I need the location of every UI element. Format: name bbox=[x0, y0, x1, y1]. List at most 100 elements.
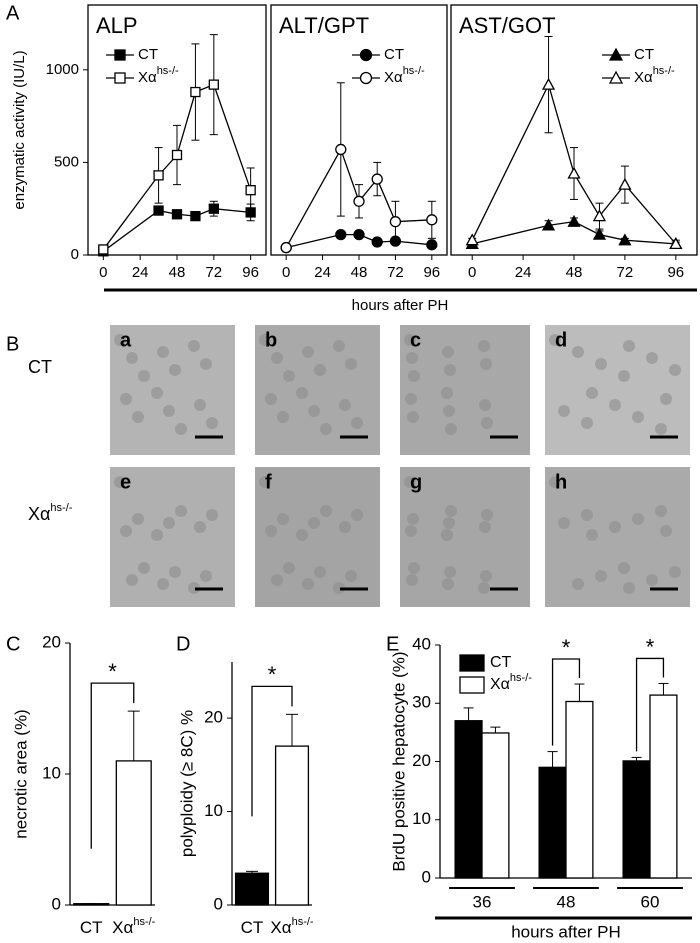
micrograph-cell bbox=[480, 358, 492, 370]
marker bbox=[171, 149, 183, 161]
marker bbox=[371, 173, 383, 185]
series-line bbox=[472, 220, 676, 245]
x-tick-label: Xαhs-/- bbox=[112, 916, 156, 938]
y-tick-label: 10 bbox=[412, 809, 431, 828]
micrograph-cell bbox=[406, 574, 418, 586]
micrograph-cell bbox=[175, 505, 187, 517]
micrograph-cell bbox=[132, 411, 144, 423]
x-tick-label: 24 bbox=[132, 264, 149, 281]
panel-label: B bbox=[6, 333, 19, 355]
micrograph-label: d bbox=[555, 329, 567, 351]
micrograph-cell bbox=[405, 393, 417, 405]
micrograph-cell bbox=[478, 582, 490, 594]
legend-label-text: Xα bbox=[384, 69, 403, 86]
series-line bbox=[102, 83, 252, 250]
micrograph-cell bbox=[339, 521, 351, 533]
x-tick-label: 0 bbox=[468, 264, 476, 281]
micrograph bbox=[545, 325, 690, 455]
bar bbox=[565, 700, 594, 879]
micrograph-cell bbox=[406, 352, 418, 364]
micrograph-cell bbox=[126, 574, 138, 586]
micrograph-cell bbox=[351, 509, 363, 521]
micrograph-label: a bbox=[120, 329, 132, 351]
significance-label: * bbox=[562, 635, 571, 660]
micrograph-cell bbox=[609, 399, 621, 411]
micrograph bbox=[545, 467, 690, 607]
row-label-text: CT bbox=[28, 357, 52, 377]
y-tick-label: 20 bbox=[42, 632, 61, 651]
micrograph-cell bbox=[646, 574, 658, 586]
y-tick-label: 0 bbox=[52, 894, 61, 913]
micrograph-cell bbox=[277, 411, 289, 423]
marker bbox=[190, 86, 201, 98]
y-tick-label: 10 bbox=[42, 763, 61, 782]
x-tick-label-text: Xα bbox=[112, 918, 133, 937]
micrograph-cell bbox=[586, 529, 598, 541]
micrograph-cell bbox=[163, 517, 175, 529]
micrograph bbox=[400, 325, 530, 455]
micrograph-cell bbox=[618, 370, 630, 382]
micrograph-label: g bbox=[410, 471, 422, 493]
micrograph-cell bbox=[572, 578, 584, 590]
legend-label-sup: hs-/- bbox=[510, 672, 532, 684]
micrograph-cell bbox=[408, 370, 420, 382]
legend-swatch bbox=[459, 676, 485, 694]
y-tick-label: 20 bbox=[204, 708, 223, 727]
y-axis-label: enzymatic activity (IU/L) bbox=[11, 50, 28, 209]
significance-bracket bbox=[635, 657, 665, 752]
series-line bbox=[102, 208, 251, 252]
micrograph-cell bbox=[200, 570, 212, 582]
micrograph-cell bbox=[618, 562, 630, 574]
micrograph-cell bbox=[478, 340, 490, 352]
micrograph-cell bbox=[441, 529, 453, 541]
row-label-sup: hs-/- bbox=[50, 502, 72, 514]
micrograph-cell bbox=[623, 340, 635, 352]
micrograph-cell bbox=[407, 513, 419, 525]
marker bbox=[608, 47, 624, 61]
marker bbox=[618, 177, 632, 190]
legend-label: Xαhs-/- bbox=[138, 65, 179, 86]
bar bbox=[622, 760, 651, 879]
micrograph-cell bbox=[632, 411, 644, 423]
micrograph-cell bbox=[283, 562, 295, 574]
y-tick-label: 500 bbox=[54, 153, 79, 170]
micrograph-cell bbox=[194, 399, 206, 411]
x-tick-label-text: CT bbox=[80, 918, 103, 937]
marker bbox=[426, 214, 438, 226]
micrograph-cell bbox=[655, 505, 667, 517]
micrograph-cell bbox=[339, 399, 351, 411]
bar bbox=[481, 732, 510, 879]
x-tick-label: 48 bbox=[169, 264, 186, 281]
micrograph-cell bbox=[408, 562, 420, 574]
micrograph-cell bbox=[558, 517, 570, 529]
y-axis-label: polyploidy (≥ 8C) % bbox=[177, 710, 196, 857]
y-tick-label: 0 bbox=[214, 894, 223, 913]
legend-label: CT bbox=[138, 46, 158, 63]
micrograph bbox=[255, 467, 380, 607]
marker bbox=[245, 185, 256, 196]
micrograph-cell bbox=[549, 476, 561, 488]
x-tick-label: 96 bbox=[667, 264, 684, 281]
legend-label-text: Xα bbox=[138, 69, 157, 86]
micrograph-cell bbox=[444, 364, 456, 376]
chart-title: ALT/GPT bbox=[279, 13, 369, 38]
chart-title: ALP bbox=[96, 13, 138, 38]
x-tick-label: 24 bbox=[314, 264, 331, 281]
legend-label-text: CT bbox=[634, 46, 654, 63]
x-tick-label: 72 bbox=[617, 264, 634, 281]
micrograph-cell bbox=[302, 346, 314, 358]
micrograph-cell bbox=[441, 387, 453, 399]
micrograph-cell bbox=[157, 578, 169, 590]
bar bbox=[649, 694, 678, 879]
bar bbox=[454, 720, 483, 879]
marker bbox=[608, 70, 624, 84]
x-tick-label: 72 bbox=[205, 264, 222, 281]
marker bbox=[335, 228, 347, 241]
micrograph-cell bbox=[595, 358, 607, 370]
marker bbox=[669, 237, 683, 250]
x-tick-label: 48 bbox=[557, 892, 576, 911]
marker bbox=[208, 79, 219, 90]
micrograph-cell bbox=[259, 476, 271, 488]
significance-bracket bbox=[90, 682, 135, 849]
legend-label: Xαhs-/- bbox=[634, 65, 675, 86]
